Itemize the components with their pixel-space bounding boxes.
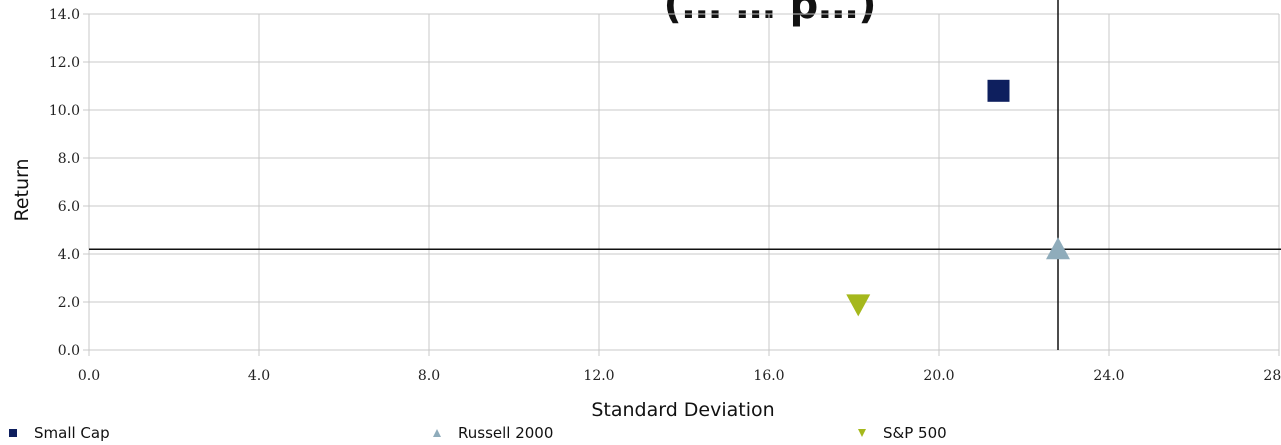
- point-small-cap: [987, 79, 1010, 102]
- y-tick-label: 12.0: [49, 55, 80, 71]
- square-marker-icon: [6, 425, 22, 441]
- y-tick-label: 14.0: [49, 7, 80, 23]
- y-tick-label: 8.0: [58, 151, 80, 167]
- grid: [83, 13, 1280, 356]
- legend-item-sp-500: S&P 500: [855, 424, 947, 442]
- x-tick-label: 16.0: [753, 368, 784, 384]
- legend-item-russell-2000: Russell 2000: [430, 424, 553, 442]
- legend-triangle-down: [858, 429, 866, 437]
- triangle-down-marker-icon: [855, 425, 871, 441]
- reference-lines: [89, 0, 1281, 350]
- triangle-up-marker-icon: [430, 425, 446, 441]
- x-tick-label: 20.0: [923, 368, 954, 384]
- x-axis-title: Standard Deviation: [591, 399, 774, 421]
- x-tick-label: 8.0: [418, 368, 440, 384]
- legend-square: [9, 429, 17, 437]
- x-tick-label: 28.0: [1263, 368, 1281, 384]
- x-tick-label: 4.0: [248, 368, 270, 384]
- y-axis-title: Return: [11, 158, 33, 221]
- x-tick-label: 24.0: [1093, 368, 1124, 384]
- data-points: [846, 79, 1070, 317]
- point-sp-500: [846, 294, 871, 317]
- legend-item-small-cap: Small Cap: [6, 424, 110, 442]
- legend-label: Russell 2000: [458, 424, 554, 442]
- legend-label: S&P 500: [883, 424, 947, 442]
- y-tick-label: 6.0: [58, 199, 80, 215]
- y-tick-label: 2.0: [58, 295, 80, 311]
- x-tick-label: 12.0: [583, 368, 614, 384]
- y-tick-label: 10.0: [49, 103, 80, 119]
- tick-labels: 0.0 4.0 8.0 12.0 16.0 20.0 24.0 28.0 0.0 2.0 4.0 6.…: [49, 7, 1281, 384]
- legend-triangle-up: [433, 429, 441, 437]
- y-tick-label: 0.0: [58, 343, 80, 359]
- legend-label: Small Cap: [34, 424, 110, 442]
- y-tick-label: 4.0: [58, 247, 80, 263]
- scatter-chart: (… … p…) 0.04.08.012.016.020.024.028.00.…: [11, 0, 1281, 421]
- point-russell-2000: [1046, 237, 1070, 260]
- legend: Small Cap Russell 2000 S&P 500: [0, 424, 1281, 442]
- x-tick-label: 0.0: [78, 368, 100, 384]
